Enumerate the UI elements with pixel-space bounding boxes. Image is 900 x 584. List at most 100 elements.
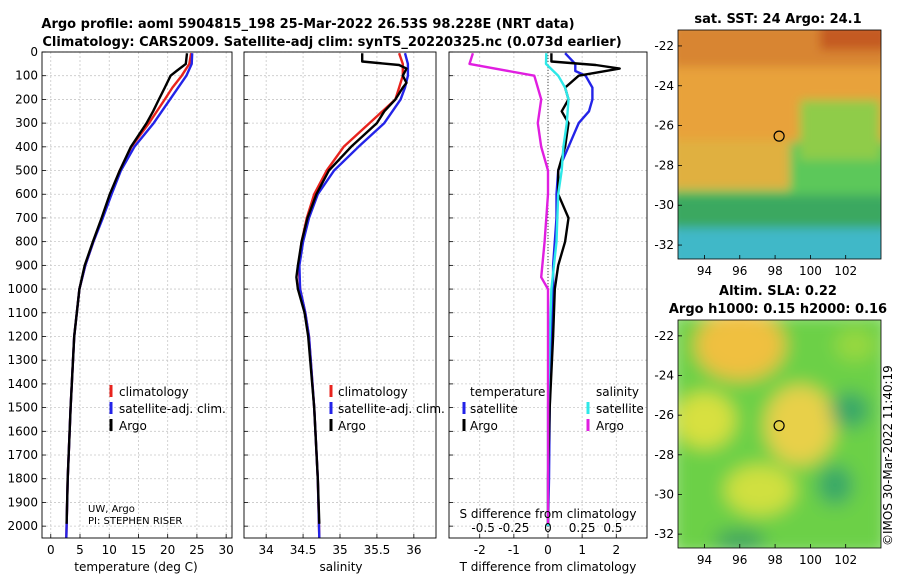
series-line-argo bbox=[65, 53, 189, 524]
legend-label-climatology: climatology bbox=[119, 385, 189, 399]
map-x-tick-label: 94 bbox=[697, 553, 712, 567]
x-tick-label: 20 bbox=[160, 543, 175, 557]
y-tick-label: 500 bbox=[15, 164, 38, 178]
series-line-t-argo bbox=[546, 53, 621, 524]
difference-panel: -2 -1 0 1 2 bbox=[448, 51, 648, 557]
credit-line1: UW, Argo bbox=[88, 504, 135, 515]
x2-tick-label: -0.5 bbox=[471, 521, 494, 535]
sst-map: sat. SST: 24 Argo: 24.1 94 96 98 100 102 -22 -… bbox=[654, 12, 882, 278]
sla-low-south bbox=[714, 530, 766, 548]
y-tick-label: 2000 bbox=[7, 519, 38, 533]
series-line-satellite-adj-clim- bbox=[65, 53, 194, 539]
map-y-tick-label: -24 bbox=[654, 79, 674, 93]
legend-label-t-satellite: satellite bbox=[470, 402, 518, 416]
map-x-tick-label: 94 bbox=[697, 264, 712, 278]
x-tick-label: 1 bbox=[578, 543, 586, 557]
legend-label-climatology: climatology bbox=[338, 385, 408, 399]
y-tick-label: 900 bbox=[15, 258, 38, 272]
x-tick-label: -1 bbox=[508, 543, 520, 557]
sla-map-axes: 94 96 98 100 102 -22 -24 -26 -28 -30 -32 bbox=[654, 329, 857, 567]
y-tick-label: 300 bbox=[15, 116, 38, 130]
x2-tick-label: 0.25 bbox=[569, 521, 596, 535]
y-tick-label: 1300 bbox=[7, 353, 38, 367]
map-y-tick-label: -30 bbox=[654, 198, 674, 212]
map-y-tick-label: -32 bbox=[654, 238, 674, 252]
map-y-tick-label: -30 bbox=[654, 487, 674, 501]
x-tick-label: -2 bbox=[474, 543, 486, 557]
map-y-tick-label: -26 bbox=[654, 408, 674, 422]
y-tick-label: 1600 bbox=[7, 424, 38, 438]
y-tick-label: 600 bbox=[15, 187, 38, 201]
map-x-tick-label: 96 bbox=[732, 553, 747, 567]
y-tick-label: 1400 bbox=[7, 377, 38, 391]
salinity-legend: climatology satellite-adj. clim. Argo bbox=[329, 385, 445, 433]
y-tick-label: 100 bbox=[15, 69, 38, 83]
x2-tick-label: 0.5 bbox=[603, 521, 622, 535]
series-line-satellite-adj-clim- bbox=[298, 52, 410, 539]
x-tick-label: 10 bbox=[102, 543, 117, 557]
map-y-tick-label: -28 bbox=[654, 158, 674, 172]
difference-xlabel: T difference from climatology bbox=[459, 560, 637, 574]
sla-argo-marker bbox=[773, 420, 785, 432]
imos-timestamp: ©IMOS 30-Mar-2022 11:40:19 bbox=[881, 365, 895, 546]
x2-tick-label: 0 bbox=[544, 521, 552, 535]
sst-map-title: sat. SST: 24 Argo: 24.1 bbox=[694, 12, 861, 27]
temperature-legend: climatology satellite-adj. clim. Argo bbox=[109, 385, 226, 433]
sla-map: Altim. SLA: 0.22 Argo h1000: 0.15 h2000:… bbox=[654, 284, 887, 567]
map-x-tick-label: 98 bbox=[767, 553, 782, 567]
x-tick-label: 2 bbox=[612, 543, 620, 557]
sla-low-east bbox=[830, 392, 870, 428]
salinity-xlabel: salinity bbox=[319, 560, 362, 574]
map-x-tick-label: 100 bbox=[799, 264, 822, 278]
sst-hottest-patch bbox=[820, 30, 881, 50]
x-tick-label: 36 bbox=[406, 543, 421, 557]
series-line-s-argo bbox=[468, 52, 550, 524]
y-tick-label: 1100 bbox=[7, 306, 38, 320]
x-tick-label: 0 bbox=[544, 543, 552, 557]
figure-title-line2: Climatology: CARS2009. Satellite-adj cli… bbox=[42, 35, 621, 50]
map-x-tick-label: 98 bbox=[767, 264, 782, 278]
figure-title-line1: Argo profile: aoml 5904815_198 25-Mar-20… bbox=[41, 17, 574, 32]
y-tick-label: 0 bbox=[30, 45, 38, 59]
x-tick-label: 34 bbox=[259, 543, 274, 557]
x-tick-label: 35.5 bbox=[364, 543, 391, 557]
y-tick-label: 1500 bbox=[7, 401, 38, 415]
sla-high-north bbox=[695, 320, 785, 380]
y-tick-label: 700 bbox=[15, 211, 38, 225]
y-tick-label: 1700 bbox=[7, 448, 38, 462]
map-x-tick-label: 100 bbox=[799, 553, 822, 567]
map-x-tick-label: 102 bbox=[834, 264, 857, 278]
sst-map-frame bbox=[677, 29, 882, 260]
salinity-panel: 34 34.5 35 35.5 36 bbox=[243, 51, 437, 557]
y-tick-label: 1000 bbox=[7, 282, 38, 296]
y-tick-label: 1800 bbox=[7, 472, 38, 486]
map-x-tick-label: 102 bbox=[834, 553, 857, 567]
x-tick-label: 5 bbox=[76, 543, 84, 557]
legend-label-argo: Argo bbox=[338, 419, 366, 433]
x-tick-label: 35 bbox=[332, 543, 347, 557]
series-line-argo bbox=[295, 53, 408, 524]
y-tick-label: 200 bbox=[15, 92, 38, 106]
legend-label-s-argo: Argo bbox=[596, 419, 624, 433]
panel-frame bbox=[448, 51, 648, 539]
sst-argo-marker bbox=[773, 130, 785, 142]
legend-label-s-satellite: satellite bbox=[596, 402, 644, 416]
map-y-tick-label: -22 bbox=[654, 39, 674, 53]
y-tick-label: 400 bbox=[15, 140, 38, 154]
legend-label-satellite: satellite-adj. clim. bbox=[338, 402, 445, 416]
sst-map-axes: 94 96 98 100 102 -22 -24 -26 -28 -30 -32 bbox=[654, 39, 857, 278]
series-line-climatology bbox=[297, 52, 404, 539]
map-y-tick-label: -28 bbox=[654, 448, 674, 462]
x-tick-label: 15 bbox=[131, 543, 146, 557]
sst-cold-band bbox=[678, 228, 881, 259]
credit-line2: PI: STEPHEN RISER bbox=[88, 516, 182, 527]
sla-map-subtitle: Argo h1000: 0.15 h2000: 0.16 bbox=[669, 302, 887, 317]
x-tick-label: 25 bbox=[189, 543, 204, 557]
x-tick-label: 34.5 bbox=[290, 543, 317, 557]
x-tick-label: 30 bbox=[219, 543, 234, 557]
difference-x2-ticks: -0.5 -0.25 0 0.25 0.5 bbox=[471, 521, 622, 535]
sst-green-patch bbox=[800, 100, 880, 160]
series-line-climatology bbox=[65, 53, 193, 539]
